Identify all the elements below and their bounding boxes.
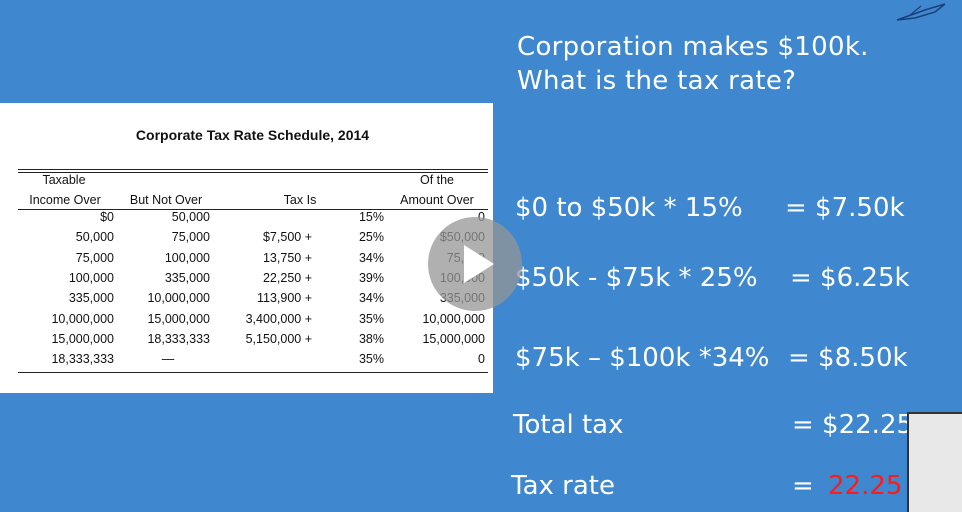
table-header-rule	[18, 209, 488, 210]
calc-row-3-label: $75k – $100k *34%	[515, 343, 770, 373]
calc-row-2-label: $50k - $75k * 25%	[515, 263, 758, 293]
header-amount-over: Amount Over	[400, 193, 474, 207]
cell-income-over: $0	[100, 210, 114, 224]
cell-tax-is: 3,400,000 +	[245, 311, 312, 326]
tax-rate-eq: =	[792, 471, 814, 501]
header-but-not-over: But Not Over	[129, 193, 203, 207]
calc-row-1-label: $0 to $50k * 15%	[515, 193, 743, 223]
cell-but-not-over: —	[161, 352, 175, 367]
tax-rate-label: Tax rate	[511, 471, 615, 501]
jet-logo-icon	[896, 3, 946, 21]
cell-tax-is: 5,150,000 +	[245, 331, 312, 346]
table-top-rule-2	[18, 172, 488, 173]
cell-but-not-over: 75,000	[171, 230, 210, 245]
tax-schedule-title: Corporate Tax Rate Schedule, 2014	[135, 127, 370, 143]
cell-tax-is: 22,250 +	[262, 270, 312, 285]
header-taxable: Taxable	[42, 173, 86, 187]
cell-rate: 15%	[358, 210, 384, 224]
cell-but-not-over: 18,333,333	[147, 331, 210, 346]
cell-income-over: 335,000	[68, 291, 114, 306]
cell-tax-is: 13,750 +	[262, 250, 312, 265]
calc-row-1-value: = $7.50k	[785, 193, 905, 223]
cell-tax-is: 113,900 +	[256, 291, 312, 306]
cell-rate: 35%	[358, 352, 384, 367]
header-tax-is: Tax Is	[283, 193, 317, 207]
cell-rate: 39%	[358, 270, 384, 285]
slide-question: Corporation makes $100k. What is the tax…	[517, 30, 869, 98]
cell-tax-is: $7,500 +	[262, 230, 312, 245]
cell-income-over: 10,000,000	[51, 311, 114, 326]
cell-rate: 38%	[358, 331, 384, 346]
total-tax-value: = $22.25	[792, 410, 914, 440]
cell-rate: 35%	[358, 311, 384, 326]
cell-but-not-over: 100,000	[164, 250, 210, 265]
cell-but-not-over: 10,000,000	[147, 291, 210, 306]
header-income-over: Income Over	[29, 193, 101, 207]
table-top-rule	[18, 169, 488, 170]
cell-income-over: 50,000	[75, 230, 114, 245]
cell-amount-over: 15,000,000	[422, 331, 485, 346]
calc-row-3-value: = $8.50k	[788, 343, 908, 373]
cell-rate: 25%	[358, 230, 384, 245]
cell-rate: 34%	[358, 291, 384, 306]
tax-schedule-card: Corporate Tax Rate Schedule, 2014 Taxabl…	[0, 103, 493, 393]
cell-rate: 34%	[358, 250, 384, 265]
webcam-overlay	[907, 412, 962, 512]
cell-but-not-over: 335,000	[164, 270, 210, 285]
play-button[interactable]	[428, 217, 522, 311]
cell-income-over: 18,333,333	[51, 352, 114, 367]
cell-but-not-over: 50,000	[171, 210, 210, 224]
play-icon	[464, 245, 494, 283]
tax-rate-value: 22.25	[828, 471, 903, 501]
cell-income-over: 15,000,000	[51, 331, 114, 346]
cell-amount-over: 0	[478, 352, 485, 367]
header-of-the: Of the	[419, 173, 455, 187]
question-line-1: Corporation makes $100k.	[517, 32, 869, 62]
calc-row-2-value: = $6.25k	[790, 263, 910, 293]
cell-income-over: 75,000	[75, 250, 114, 265]
question-line-2: What is the tax rate?	[517, 66, 797, 96]
table-bottom-rule	[18, 372, 488, 373]
cell-but-not-over: 15,000,000	[147, 311, 210, 326]
cell-income-over: 100,000	[68, 270, 114, 285]
cell-amount-over: 10,000,000	[422, 311, 485, 326]
total-tax-label: Total tax	[513, 410, 624, 440]
